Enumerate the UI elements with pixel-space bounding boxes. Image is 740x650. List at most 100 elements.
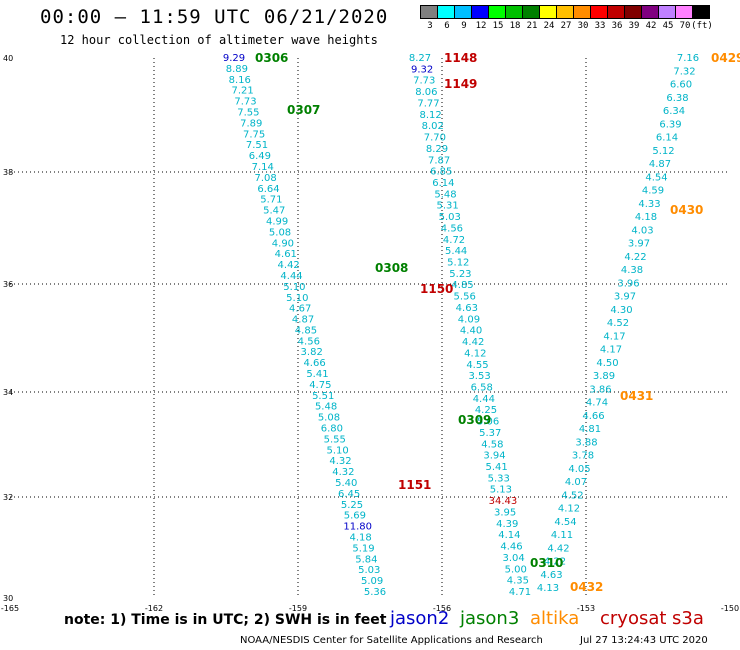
wave-height-value: 8.27 xyxy=(409,53,431,64)
wave-height-value: 6.85 xyxy=(430,167,452,178)
wave-height-value: 5.10 xyxy=(283,282,305,293)
scale-label: 6 xyxy=(444,21,450,31)
wave-height-value: 11.80 xyxy=(343,522,372,533)
scale-label: 42 xyxy=(645,21,657,31)
wave-height-value: 8.89 xyxy=(226,64,248,75)
wave-height-value: 3.04 xyxy=(502,553,524,564)
footer-timestamp: Jul 27 13:24:43 UTC 2020 xyxy=(580,635,708,646)
wave-height-value: 5.31 xyxy=(437,201,459,212)
wave-height-value: 5.41 xyxy=(485,462,507,473)
wave-height-value: 7.51 xyxy=(246,140,268,151)
scale-label: 15 xyxy=(492,21,504,31)
wave-height-value: 6.39 xyxy=(659,119,681,130)
wave-height-value: 5.00 xyxy=(505,564,527,575)
wave-height-value: 4.09 xyxy=(458,314,480,325)
wave-height-value: 4.18 xyxy=(349,533,371,544)
wave-height-value: 4.61 xyxy=(275,249,297,260)
wave-height-value: 4.13 xyxy=(537,583,559,594)
wave-height-value: 4.58 xyxy=(481,439,503,450)
wave-height-value: 7.73 xyxy=(413,76,435,87)
wave-height-value: 4.87 xyxy=(292,315,314,326)
wave-height-value: 4.35 xyxy=(507,576,529,587)
wave-height-value: 6.38 xyxy=(666,93,688,104)
wave-height-value: 4.63 xyxy=(540,570,562,581)
wave-height-value: 4.50 xyxy=(596,358,618,369)
wave-height-value: 8.12 xyxy=(420,110,442,121)
pass-time-label: 0431 xyxy=(620,389,653,403)
scale-label: 27 xyxy=(560,21,572,31)
legend-jason2: jason2 xyxy=(390,608,450,629)
wave-height-value: 4.32 xyxy=(332,467,354,478)
wave-height-value: 4.42 xyxy=(547,543,569,554)
wave-height-value: 5.25 xyxy=(341,500,363,511)
scale-label: 45 xyxy=(662,21,674,31)
wave-height-value: 4.22 xyxy=(624,252,646,263)
wave-height-value: 4.74 xyxy=(586,398,608,409)
scale-label: 33 xyxy=(594,21,606,31)
scale-label: 3 xyxy=(427,21,433,31)
wave-height-value: 4.71 xyxy=(509,587,531,598)
wave-height-value: 5.84 xyxy=(355,554,377,565)
wave-height-value: 5.40 xyxy=(335,478,357,489)
wave-height-value: 4.59 xyxy=(642,186,664,197)
wave-height-value: 4.12 xyxy=(464,348,486,359)
scale-label: 36 xyxy=(611,21,623,31)
wave-height-value: 3.97 xyxy=(628,239,650,250)
wave-height-value: 4.99 xyxy=(266,216,288,227)
wave-height-value: 3.78 xyxy=(572,451,594,462)
wave-height-value: 4.12 xyxy=(558,504,580,515)
wave-height-value: 5.03 xyxy=(358,565,380,576)
wave-height-value: 4.07 xyxy=(565,477,587,488)
wave-height-value: 3.95 xyxy=(494,507,516,518)
wave-height-value: 4.87 xyxy=(649,159,671,170)
wave-height-value: 5.10 xyxy=(326,445,348,456)
wave-height-value: 5.48 xyxy=(434,189,456,200)
pass-time-label: 0310 xyxy=(530,556,563,570)
lon-tick-label: -156 xyxy=(433,604,451,613)
wave-height-value: 5.12 xyxy=(652,146,674,157)
wave-height-value: 4.75 xyxy=(309,380,331,391)
lat-tick-label: 32 xyxy=(3,493,13,502)
wave-height-value: 4.66 xyxy=(582,411,604,422)
wave-height-value: 4.52 xyxy=(561,490,583,501)
wave-height-value: 5.48 xyxy=(315,402,337,413)
wave-height-value: 7.73 xyxy=(234,97,256,108)
wave-height-value: 6.34 xyxy=(663,106,685,117)
pass-time-label: 1149 xyxy=(444,77,477,91)
wave-height-value: 9.29 xyxy=(223,53,245,64)
wave-height-value: 4.72 xyxy=(443,235,465,246)
wave-height-value: 7.16 xyxy=(677,53,699,64)
wave-height-value: 7.87 xyxy=(428,155,450,166)
wave-height-value: 4.40 xyxy=(460,326,482,337)
wave-height-value: 8.02 xyxy=(422,121,444,132)
wave-height-value: 7.21 xyxy=(231,86,253,97)
wave-height-value: 4.22 xyxy=(544,557,566,568)
wave-height-value: 3.89 xyxy=(593,371,615,382)
wave-height-value: 4.66 xyxy=(303,358,325,369)
wave-height-value: 5.71 xyxy=(260,195,282,206)
pass-time-label: 0307 xyxy=(287,103,320,117)
wave-height-value: 4.44 xyxy=(280,271,302,282)
wave-height-value: 5.13 xyxy=(490,485,512,496)
wave-height-value: 4.30 xyxy=(610,305,632,316)
wave-height-value: 6.58 xyxy=(471,382,493,393)
wave-height-value: 7.77 xyxy=(417,98,439,109)
wave-height-value: 4.14 xyxy=(498,530,520,541)
wave-height-value: 4.17 xyxy=(600,345,622,356)
wave-height-value: 4.54 xyxy=(645,172,667,183)
wave-height-value: 3.97 xyxy=(614,292,636,303)
scale-swatch xyxy=(692,5,710,19)
page-subtitle: 12 hour collection of altimeter wave hei… xyxy=(60,33,378,47)
footer-credit: NOAA/NESDIS Center for Satellite Applica… xyxy=(240,635,543,646)
wave-height-value: 3.96 xyxy=(617,278,639,289)
wave-height-value: 4.55 xyxy=(466,360,488,371)
wave-height-value: 4.85 xyxy=(451,280,473,291)
wave-height-value: 5.44 xyxy=(445,246,467,257)
scale-label: 30 xyxy=(577,21,589,31)
wave-height-value: 5.51 xyxy=(312,391,334,402)
wave-height-value: 4.33 xyxy=(638,199,660,210)
wave-height-value: 7.89 xyxy=(240,118,262,129)
wave-height-value: 5.08 xyxy=(318,413,340,424)
wave-height-value: 6.80 xyxy=(321,424,343,435)
